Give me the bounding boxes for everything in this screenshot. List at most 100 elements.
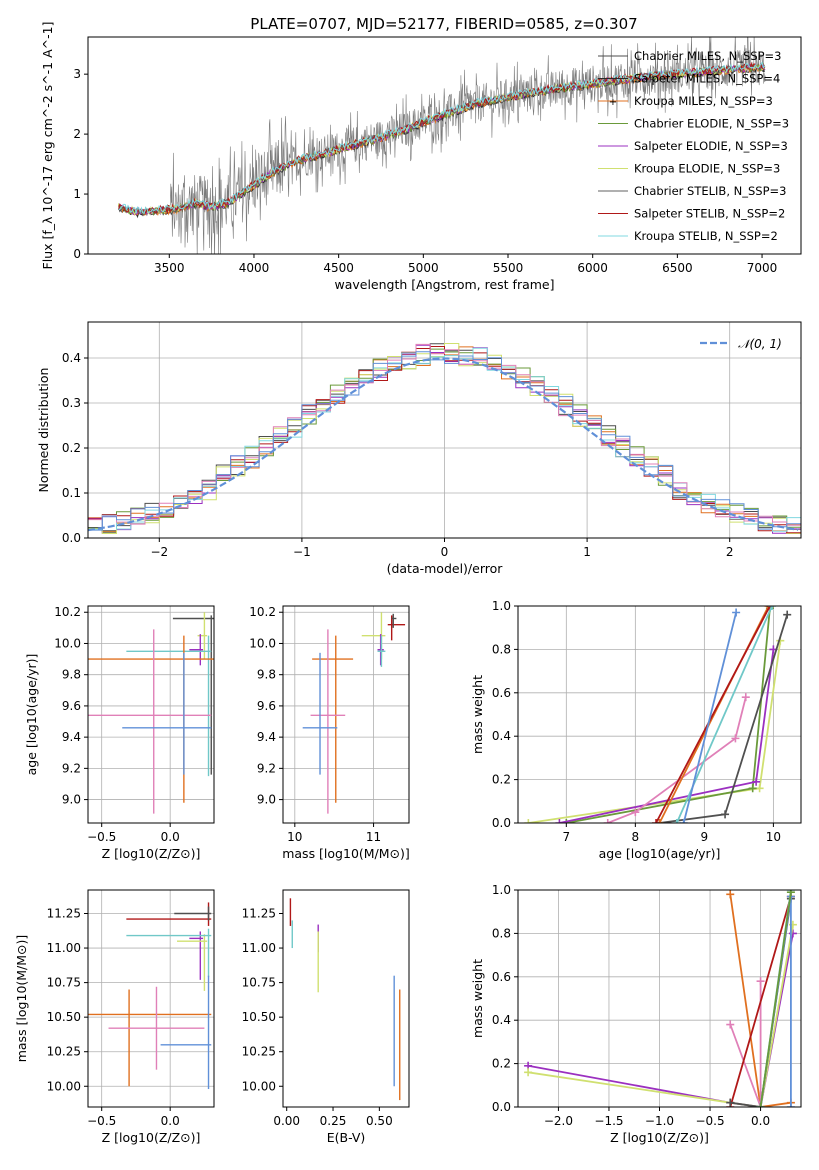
mass_vs_EBV-ytick-label: 11.00 (242, 941, 276, 955)
massweight_vs_age-ytick-label: 0.8 (492, 642, 511, 656)
mass_vs_Z-frame (87, 889, 215, 1108)
massweight-point-marker (555, 819, 564, 823)
mass_vs_EBV-frame (282, 889, 410, 1108)
mass_vs_EBV-panel: 0.00 0.25 0.50 10.00 10.25 10.50 10.75 11.00 11.… (242, 889, 410, 1145)
spectrum-legend-label: Kroupa MILES, N_SSP=3 (634, 94, 773, 108)
massweight_vs_age-ytick-label: 0.4 (492, 729, 511, 743)
massweight_vs_age-ylabel: mass weight (470, 675, 485, 754)
massweight_vs_Z-ylabel: mass weight (470, 959, 485, 1038)
spectrum-observed-line (118, 37, 766, 254)
age_vs_Z-ylabel: age [log10(age/yr)] (24, 654, 39, 776)
age_vs_mass-plot-area (302, 612, 406, 814)
age_vs_mass-ytick-label: 10.2 (249, 605, 276, 619)
massweight-point-marker (783, 610, 792, 619)
mass_vs_EBV-xtick-label: 0.50 (366, 1114, 393, 1128)
massweight_vs_Z-xtick-label: −1.5 (594, 1114, 623, 1128)
mass_vs_Z-plot-area (88, 902, 212, 1090)
massweight_vs_Z-ytick-label: 0.4 (492, 1013, 511, 1027)
age_vs_Z-ytick-label: 10.2 (54, 605, 81, 619)
mass_vs_EBV-ytick-label: 10.75 (242, 976, 276, 990)
residuals-ytick-label: 0.4 (62, 351, 81, 365)
massweight-point-marker (655, 819, 664, 823)
massweight_vs_age-xlabel: age [log10(age/yr)] (599, 846, 721, 861)
massweight_vs_age-frame (517, 605, 802, 824)
massweight-point-marker (726, 890, 735, 899)
mass_vs_Z-ytick-label: 10.25 (47, 1045, 81, 1059)
massweight-series-line (682, 612, 737, 823)
residuals-ytick-label: 0.2 (62, 441, 81, 455)
age_vs_Z-xlabel: Z [log10(Z/Z⊙)] (102, 846, 201, 861)
spectrum-ytick-label: 2 (73, 127, 81, 141)
age_vs_mass-ytick-label: 9.0 (257, 793, 276, 807)
age_vs_Z-panel: −0.5 0.0 9.0 9.2 9.4 9.6 9.8 10.0 10.2 Z [log10(Z… (24, 605, 215, 861)
age_vs_Z-xtick-label: −0.5 (87, 830, 116, 844)
spectrum-xtick-label: 6000 (577, 261, 608, 275)
massweight-point-marker (752, 777, 761, 786)
age_vs_Z-ytick-label: 9.0 (62, 793, 81, 807)
spectrum-xtick-label: 3500 (154, 261, 185, 275)
massweight_vs_Z-panel: −2.0 −1.5 −1.0 −0.5 0.0 0.0 0.2 0.4 0.6 0.8 1.0 Z [… (470, 883, 802, 1145)
residuals-xtick-label: 0 (441, 545, 449, 559)
massweight_vs_Z-xlabel: Z [log10(Z/Z⊙)] (610, 1130, 709, 1145)
age_vs_mass-ytick-label: 9.2 (257, 761, 276, 775)
massweight-point-marker (755, 784, 764, 793)
massweight-point-marker (631, 808, 640, 817)
mass_vs_EBV-xtick-label: 0.25 (320, 1114, 347, 1128)
spectrum-panel: 3500 4000 4500 5000 5500 6000 6500 7000 0 1 2 3 wave… (40, 22, 802, 292)
massweight_vs_Z-xtick-label: −2.0 (544, 1114, 573, 1128)
mass_vs_Z-ylabel: mass [log10(M/M⊙)] (14, 935, 29, 1063)
spectrum-legend-label: Salpeter ELODIE, N_SSP=3 (634, 139, 788, 153)
mass_vs_EBV-ytick-label: 11.25 (242, 906, 276, 920)
age_vs_mass-ytick-label: 9.4 (257, 730, 276, 744)
massweight-point-marker (786, 890, 795, 897)
mass_vs_Z-ytick-label: 10.75 (47, 976, 81, 990)
residuals-legend: 𝒩(0, 1) (700, 337, 782, 351)
massweight_vs_age-xtick-label: 8 (632, 830, 640, 844)
massweight_vs_age-xtick-label: 10 (766, 830, 781, 844)
mass_vs_Z-ytick-label: 11.00 (47, 941, 81, 955)
mass_vs_EBV-ytick-label: 10.50 (242, 1010, 276, 1024)
residual-histogram-line (88, 343, 801, 526)
spectrum-legend-label: Kroupa ELODIE, N_SSP=3 (634, 162, 780, 176)
massweight_vs_Z-xtick-label: −0.5 (695, 1114, 724, 1128)
massweight-point-marker (748, 784, 757, 793)
residuals-ylabel: Normed distribution (36, 368, 51, 493)
massweight-point-marker (603, 819, 612, 823)
residuals-ytick-label: 0.3 (62, 396, 81, 410)
residuals-xtick-label: −2 (150, 545, 168, 559)
residuals-ytick-label: 0.1 (62, 486, 81, 500)
spectrum-xlabel: wavelength [Angstrom, rest frame] (334, 277, 554, 292)
spectrum-ylabel: Flux [f_λ 10^-17 erg cm^-2 s^-1 A^-1] (40, 22, 55, 270)
spectrum-model-line (118, 61, 766, 215)
massweight-point-marker (562, 819, 571, 823)
age_vs_mass-xtick-label: 10 (287, 830, 302, 844)
massweight-series-line (655, 606, 771, 823)
massweight_vs_age-ytick-label: 1.0 (492, 599, 511, 613)
massweight-point-marker (726, 1020, 735, 1029)
residuals-panel: −2 −1 0 1 2 0.0 0.1 0.2 0.3 0.4 (data-model)/error… (36, 321, 802, 576)
mass_vs_EBV-plot-area (289, 898, 401, 1101)
spectrum-xtick-label: 6500 (662, 261, 693, 275)
spectrum-legend-label: Chabrier MILES, N_SSP=3 (634, 49, 781, 63)
massweight-point-marker (679, 819, 688, 823)
age_vs_Z-frame (87, 605, 215, 824)
massweight-point-marker (756, 1103, 765, 1107)
mass_vs_EBV-xlabel: E(B-V) (327, 1130, 366, 1145)
mass_vs_Z-ytick-label: 10.00 (47, 1079, 81, 1093)
massweight_vs_Z-xtick-label: −1.0 (645, 1114, 674, 1128)
massweight-point-marker (672, 819, 681, 823)
spectrum-xtick-label: 5500 (493, 261, 524, 275)
age_vs_mass-xlabel: mass [log10(M/M⊙)] (282, 846, 410, 861)
massweight-point-marker (741, 693, 750, 702)
residuals-xlabel: (data-model)/error (387, 561, 504, 576)
residuals-ytick-label: 0.0 (62, 531, 81, 545)
age_vs_Z-ytick-label: 10.0 (54, 636, 81, 650)
spectrum-legend-marker: + (609, 97, 617, 108)
age_vs_mass-panel: 10 11 9.0 9.2 9.4 9.6 9.8 10.0 10.2 mass [log10(M… (249, 605, 410, 861)
massweight-point-marker (726, 1098, 735, 1107)
massweight_vs_Z-ytick-label: 1.0 (492, 883, 511, 897)
age_vs_mass-frame (282, 605, 410, 824)
massweight_vs_age-xtick-label: 7 (562, 830, 570, 844)
residuals-plot-area (88, 343, 801, 534)
massweight_vs_age-ytick-label: 0.6 (492, 686, 511, 700)
